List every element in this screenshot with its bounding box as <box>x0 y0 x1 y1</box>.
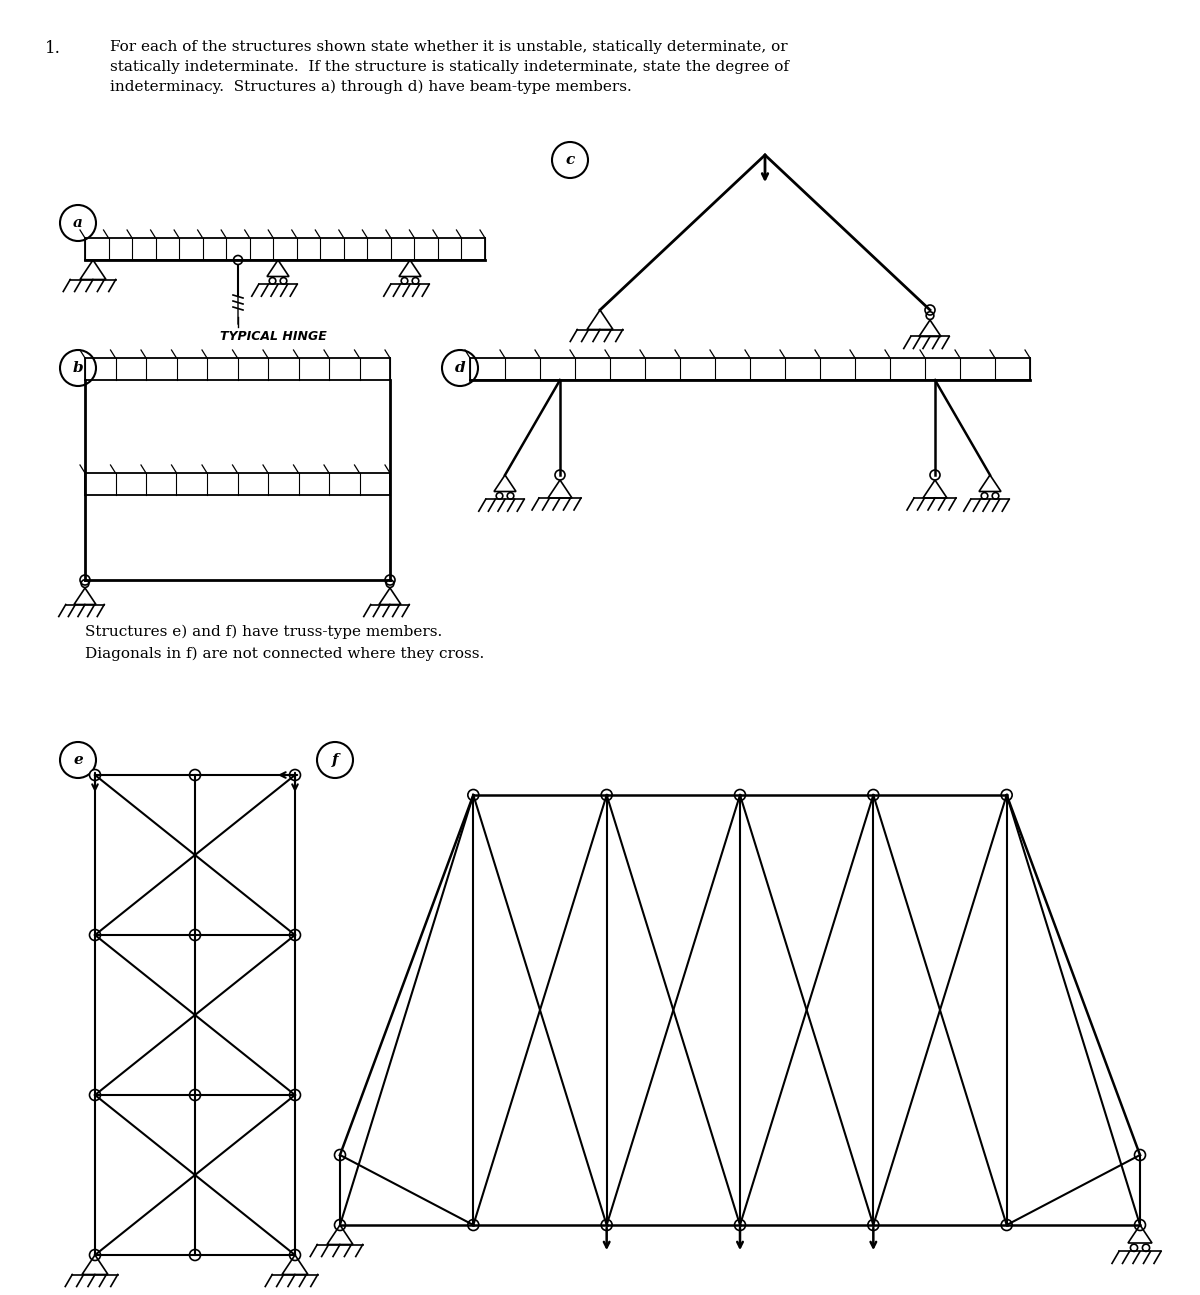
Circle shape <box>925 306 935 315</box>
Circle shape <box>90 1250 101 1260</box>
Text: b: b <box>73 361 83 376</box>
Circle shape <box>190 769 200 781</box>
Circle shape <box>335 1150 346 1160</box>
Circle shape <box>1001 790 1012 800</box>
Text: d: d <box>455 361 466 376</box>
Text: c: c <box>565 153 575 167</box>
Text: f: f <box>331 752 338 767</box>
Circle shape <box>734 790 745 800</box>
Circle shape <box>468 1220 479 1230</box>
Circle shape <box>554 470 565 480</box>
Circle shape <box>90 1089 101 1101</box>
Circle shape <box>289 930 300 940</box>
Circle shape <box>868 1220 878 1230</box>
Text: For each of the structures shown state whether it is unstable, statically determ: For each of the structures shown state w… <box>110 40 790 93</box>
Circle shape <box>234 255 242 264</box>
Text: TYPICAL HINGE: TYPICAL HINGE <box>220 330 326 343</box>
Text: Structures e) and f) have truss-type members.
Diagonals in f) are not connected : Structures e) and f) have truss-type mem… <box>85 625 485 660</box>
Circle shape <box>868 790 878 800</box>
Text: 1.: 1. <box>46 40 61 57</box>
Circle shape <box>601 790 612 800</box>
Circle shape <box>190 930 200 940</box>
Circle shape <box>80 575 90 585</box>
Circle shape <box>190 1250 200 1260</box>
Text: e: e <box>73 752 83 767</box>
Text: a: a <box>73 216 83 231</box>
Circle shape <box>90 930 101 940</box>
Circle shape <box>1134 1150 1146 1160</box>
Circle shape <box>601 1220 612 1230</box>
Circle shape <box>90 769 101 781</box>
Circle shape <box>289 769 300 781</box>
Circle shape <box>335 1220 346 1230</box>
Circle shape <box>468 790 479 800</box>
Circle shape <box>1001 1220 1012 1230</box>
Circle shape <box>190 1089 200 1101</box>
Circle shape <box>385 575 395 585</box>
Circle shape <box>734 1220 745 1230</box>
Circle shape <box>289 1089 300 1101</box>
Circle shape <box>1134 1220 1146 1230</box>
Circle shape <box>930 470 940 480</box>
Circle shape <box>289 1250 300 1260</box>
